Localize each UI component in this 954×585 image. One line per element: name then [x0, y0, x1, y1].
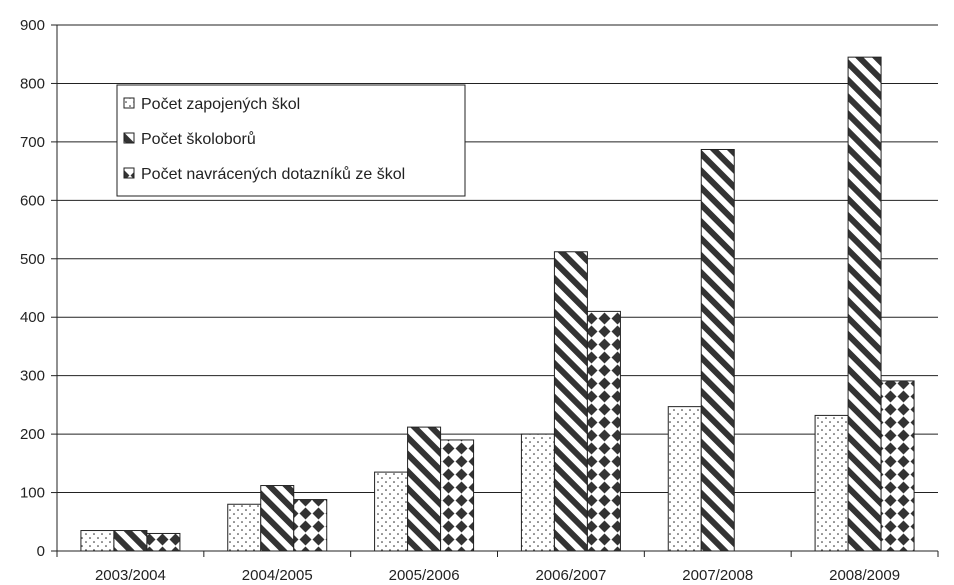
- legend-swatch-3: [123, 167, 135, 179]
- x-tick-label: 2004/2005: [242, 567, 313, 584]
- legend: Počet zapojených škol Počet školoborů Poče…: [116, 84, 466, 197]
- y-tick-label: 800: [20, 75, 45, 92]
- x-tick-label: 2007/2008: [682, 567, 753, 584]
- bar-3-2003-2004: [146, 532, 181, 552]
- y-tick-label: 500: [20, 251, 45, 268]
- x-tick-label: 2006/2007: [535, 567, 606, 584]
- axes: [51, 24, 939, 557]
- y-tick-label: 100: [20, 485, 45, 502]
- bar-1-2007-2008: [667, 406, 702, 552]
- x-tick-label: 2003/2004: [95, 567, 166, 584]
- bar-2-2005-2006: [407, 426, 442, 552]
- bar-1-2006-2007: [520, 433, 555, 552]
- bar-2-2008-2009: [847, 56, 882, 552]
- bar-1-2003-2004: [80, 530, 115, 552]
- legend-swatch-1: [123, 97, 135, 109]
- bar-2-2007-2008: [700, 148, 735, 552]
- legend-label-2: Počet školoborů: [141, 130, 256, 148]
- bar-3-2006-2007: [586, 310, 621, 552]
- bar-2-2004-2005: [260, 485, 295, 552]
- legend-swatch-2: [123, 132, 135, 144]
- bar-3-2005-2006: [440, 439, 475, 552]
- bar-1-2005-2006: [374, 471, 409, 552]
- x-tick-label: 2005/2006: [389, 567, 460, 584]
- bar-1-2008-2009: [814, 414, 849, 552]
- y-tick-label: 200: [20, 426, 45, 443]
- legend-box: [116, 84, 466, 197]
- bar-2-2003-2004: [113, 530, 148, 552]
- legend-label-3: Počet navrácených dotazníků ze škol: [141, 165, 405, 183]
- y-tick-label: 700: [20, 134, 45, 151]
- bar-2-2006-2007: [553, 251, 588, 552]
- bar-3-2008-2009: [880, 380, 915, 552]
- y-tick-label: 300: [20, 368, 45, 385]
- bars: [80, 56, 915, 552]
- x-tick-label: 2008/2009: [829, 567, 900, 584]
- y-tick-label: 600: [20, 192, 45, 209]
- tick-labels: 0 100 200 300 400 500 600 700 800 900 2003/2004 200…: [20, 17, 900, 584]
- y-tick-label: 400: [20, 309, 45, 326]
- legend-label-1: Počet zapojených škol: [141, 96, 300, 113]
- bar-3-2004-2005: [293, 499, 328, 552]
- bar-1-2004-2005: [227, 503, 262, 552]
- y-tick-label: 900: [20, 17, 45, 34]
- y-tick-label: 0: [37, 543, 45, 560]
